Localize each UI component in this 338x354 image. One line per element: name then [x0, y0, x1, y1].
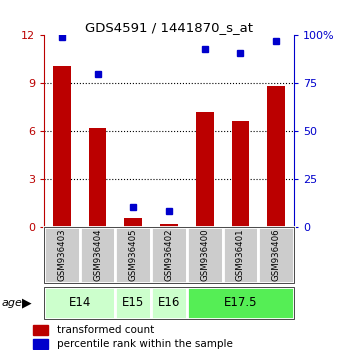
Bar: [33, 339, 48, 349]
Bar: [267, 86, 285, 227]
Text: GSM936404: GSM936404: [93, 229, 102, 281]
Text: E16: E16: [158, 296, 180, 309]
Text: E17.5: E17.5: [224, 296, 257, 309]
Bar: [151, 287, 187, 319]
Bar: [124, 218, 142, 227]
Text: E15: E15: [122, 296, 144, 309]
Bar: [196, 112, 214, 227]
Text: transformed count: transformed count: [57, 325, 155, 335]
Text: GSM936405: GSM936405: [129, 229, 138, 281]
Text: ▶: ▶: [22, 297, 31, 310]
Bar: [115, 287, 151, 319]
Bar: [223, 227, 258, 283]
Bar: [89, 128, 106, 227]
Bar: [44, 227, 80, 283]
Text: GSM936402: GSM936402: [165, 229, 173, 281]
Title: GDS4591 / 1441870_s_at: GDS4591 / 1441870_s_at: [85, 21, 253, 34]
Text: GSM936401: GSM936401: [236, 229, 245, 281]
Text: age: age: [2, 298, 23, 308]
Text: percentile rank within the sample: percentile rank within the sample: [57, 339, 233, 349]
Bar: [232, 121, 249, 227]
Bar: [33, 325, 48, 335]
Bar: [258, 227, 294, 283]
Text: GSM936406: GSM936406: [272, 229, 281, 281]
Bar: [53, 66, 71, 227]
Bar: [187, 287, 294, 319]
Text: GSM936400: GSM936400: [200, 229, 209, 281]
Bar: [44, 287, 115, 319]
Bar: [160, 224, 178, 227]
Bar: [115, 227, 151, 283]
Bar: [151, 227, 187, 283]
Bar: [187, 227, 223, 283]
Text: GSM936403: GSM936403: [57, 229, 66, 281]
Text: E14: E14: [69, 296, 91, 309]
Bar: [80, 227, 115, 283]
